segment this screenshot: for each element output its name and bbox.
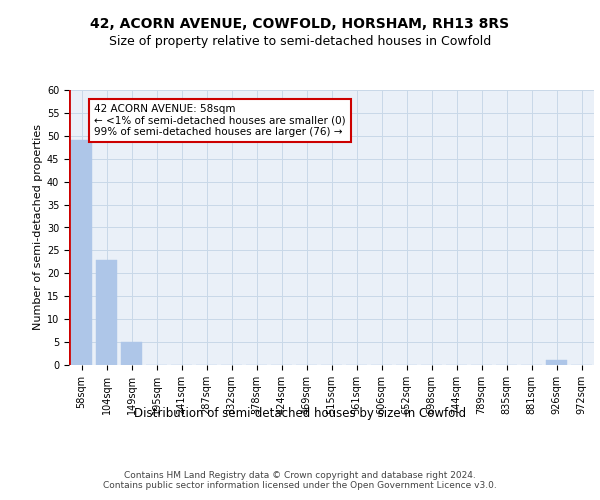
Y-axis label: Number of semi-detached properties: Number of semi-detached properties xyxy=(32,124,43,330)
Bar xyxy=(96,260,117,365)
Text: 42 ACORN AVENUE: 58sqm
← <1% of semi-detached houses are smaller (0)
99% of semi: 42 ACORN AVENUE: 58sqm ← <1% of semi-det… xyxy=(94,104,346,137)
Text: Size of property relative to semi-detached houses in Cowfold: Size of property relative to semi-detach… xyxy=(109,35,491,48)
Text: 42, ACORN AVENUE, COWFOLD, HORSHAM, RH13 8RS: 42, ACORN AVENUE, COWFOLD, HORSHAM, RH13… xyxy=(91,18,509,32)
Bar xyxy=(546,360,567,365)
Bar xyxy=(71,140,92,365)
Text: Distribution of semi-detached houses by size in Cowfold: Distribution of semi-detached houses by … xyxy=(134,408,466,420)
Bar xyxy=(121,342,142,365)
Text: Contains HM Land Registry data © Crown copyright and database right 2024.
Contai: Contains HM Land Registry data © Crown c… xyxy=(103,470,497,490)
